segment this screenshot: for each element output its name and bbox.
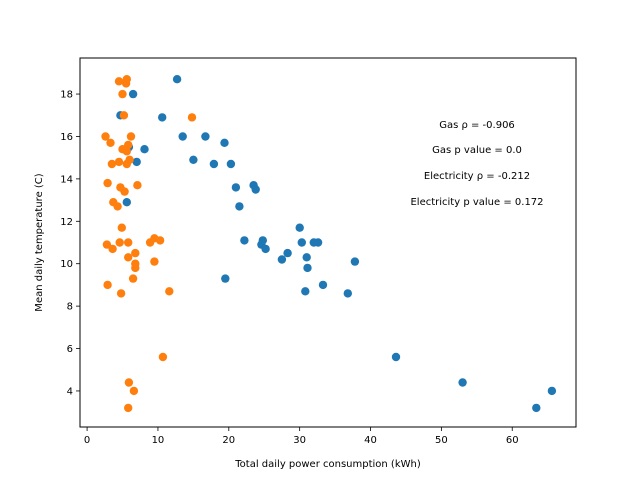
data-point [107,159,117,169]
y-tick-label: 6 [67,344,73,355]
x-axis-title: Total daily power consumption (kWh) [234,459,421,470]
x-tick-label: 20 [222,435,235,446]
data-point [118,89,127,99]
data-point [221,274,230,283]
gas-p-value-annotation: Gas p value = 0.0 [432,145,522,156]
data-point [121,79,131,88]
data-point [458,378,467,387]
data-point [187,113,197,122]
data-point [101,132,110,141]
y-tick-label: 10 [60,259,73,270]
x-tick-label: 30 [293,435,306,446]
electricity-rho-annotation: Electricity ρ = -0.212 [424,171,530,182]
gas-rho-annotation: Gas ρ = -0.906 [439,120,515,131]
data-point [303,263,312,273]
data-point [343,289,352,298]
data-point [122,198,131,207]
data-point [547,386,557,396]
series-0 [116,75,557,413]
data-point [391,352,401,362]
data-point [226,159,236,169]
series-1 [101,75,197,413]
data-point [124,378,134,387]
data-point [318,280,328,290]
data-point [313,238,323,247]
x-tick-label: 50 [435,435,448,446]
data-point [132,157,141,167]
data-point [297,238,306,247]
data-point [220,138,229,147]
data-point [189,155,198,164]
data-point [235,202,244,211]
data-point [145,238,155,247]
data-point [103,178,112,188]
data-point [122,147,131,156]
data-point [114,77,124,86]
y-tick-label: 12 [60,217,73,228]
data-point [124,403,133,413]
data-point [301,287,310,296]
x-tick-label: 10 [152,435,165,446]
axes-frame [79,57,577,428]
data-point [131,263,140,273]
data-point [106,138,115,147]
data-point [178,132,187,141]
data-point [120,187,129,196]
data-point [117,223,127,232]
data-point [102,240,112,249]
data-point [158,352,168,362]
data-point [155,236,165,245]
data-point [158,113,167,122]
data-point [116,289,126,298]
points-layer [101,75,557,413]
data-point [119,111,129,120]
data-point [131,248,140,258]
data-point [150,257,159,266]
y-axis-title: Mean daily temperature (C) [34,173,45,311]
data-point [240,236,249,245]
y-tick-label: 16 [60,132,73,143]
electricity-p-value-annotation: Electricity p value = 0.172 [410,197,543,208]
y-axis-ticks: 4 6 8 10 12 14 16 18 [60,90,80,397]
data-point [124,238,133,247]
data-point [129,386,139,396]
data-point [165,287,174,296]
data-point [261,244,270,254]
y-tick-label: 8 [67,302,73,313]
data-point [124,253,133,262]
x-tick-label: 0 [84,435,90,446]
data-point [283,248,292,258]
data-point [532,403,541,413]
data-point [201,132,210,141]
data-point [277,255,287,264]
data-point [302,253,311,262]
data-point [108,244,117,254]
data-point [126,132,136,141]
y-tick-label: 4 [67,386,73,397]
x-tick-label: 60 [506,435,519,446]
data-point [172,75,182,84]
data-point [295,223,304,232]
y-tick-label: 18 [60,90,73,101]
data-point [115,238,124,247]
data-point [350,257,360,266]
data-point [140,145,149,154]
data-point [114,157,124,167]
data-point [209,159,219,169]
data-point [133,181,142,190]
data-point [128,274,138,283]
data-point [122,159,131,169]
data-point [128,89,138,99]
x-tick-label: 40 [364,435,377,446]
data-point [103,280,112,290]
data-point [113,202,122,211]
data-point [231,183,241,192]
x-axis-ticks: 0 10 20 30 40 50 60 [84,427,519,446]
y-tick-label: 14 [60,174,73,185]
data-point [251,185,260,194]
